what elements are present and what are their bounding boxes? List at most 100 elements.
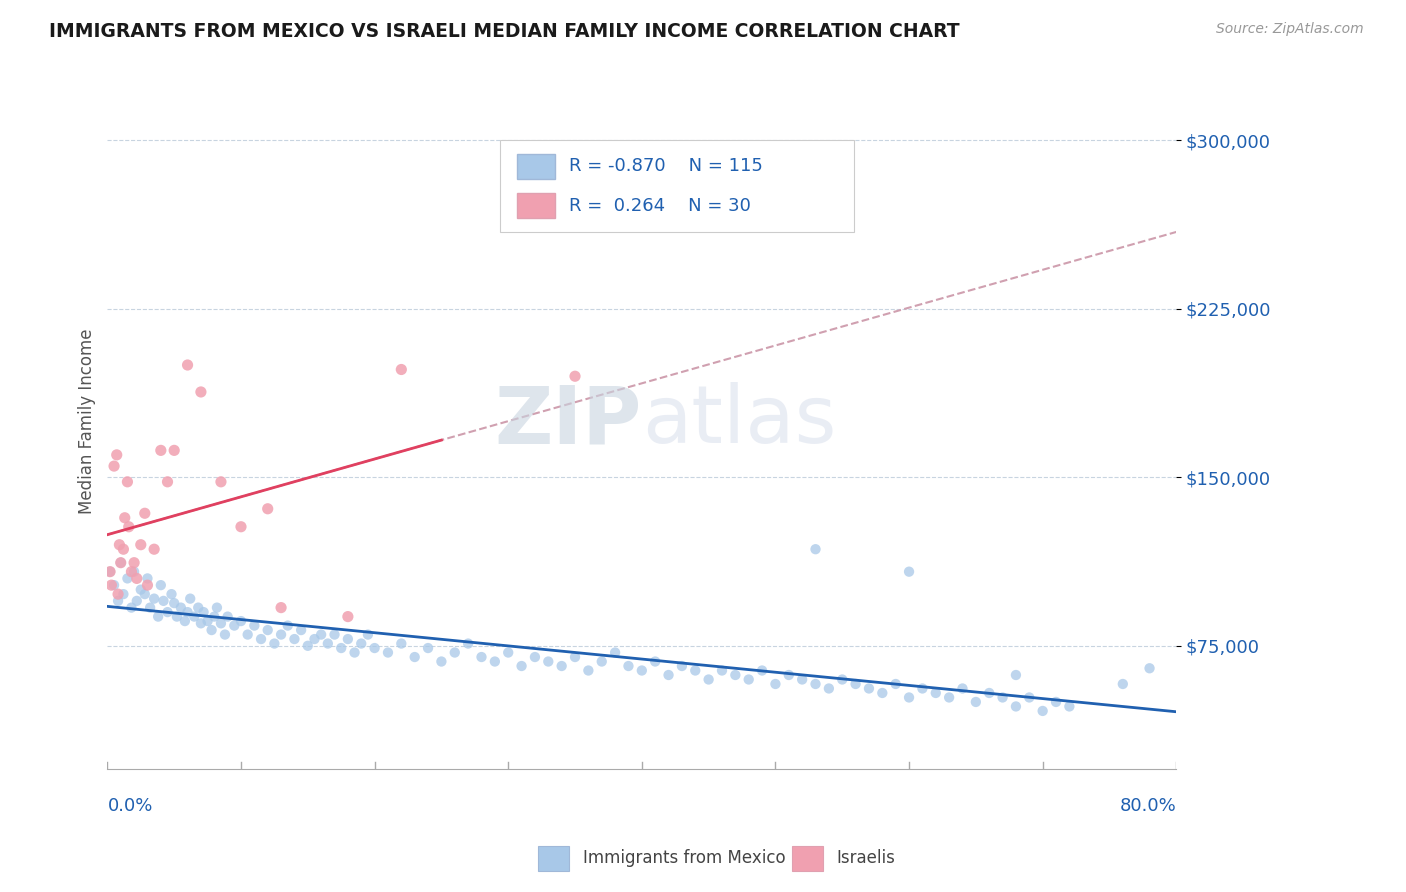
Point — [591, 655, 613, 669]
Point — [416, 641, 439, 656]
Point — [363, 641, 385, 656]
Point — [898, 690, 921, 705]
Point — [139, 600, 162, 615]
Point — [143, 591, 166, 606]
Point — [323, 627, 346, 641]
Point — [537, 655, 560, 669]
Point — [190, 616, 212, 631]
Point — [576, 664, 599, 678]
Point — [163, 443, 186, 458]
Point — [183, 609, 205, 624]
Point — [738, 673, 761, 687]
Point — [110, 556, 132, 570]
Point — [100, 578, 122, 592]
Point — [176, 358, 198, 372]
Point — [209, 616, 232, 631]
Point — [858, 681, 880, 696]
Point — [103, 459, 125, 474]
Point — [496, 646, 519, 660]
Point — [112, 587, 135, 601]
Point — [110, 556, 132, 570]
Point — [1005, 668, 1028, 682]
Point — [263, 636, 285, 650]
Point — [1018, 690, 1040, 705]
Point — [952, 681, 974, 696]
Point — [845, 677, 868, 691]
Point — [470, 650, 492, 665]
Point — [179, 591, 201, 606]
Point — [336, 632, 359, 646]
Point — [644, 655, 666, 669]
Point — [112, 542, 135, 557]
Text: R =  0.264    N = 30: R = 0.264 N = 30 — [569, 196, 751, 215]
Point — [122, 556, 145, 570]
Point — [160, 587, 183, 601]
Point — [357, 627, 380, 641]
Point — [197, 614, 219, 628]
Point — [166, 609, 188, 624]
Point — [697, 673, 720, 687]
Point — [304, 632, 326, 646]
Point — [125, 571, 148, 585]
Point — [156, 475, 179, 489]
Point — [484, 655, 506, 669]
Point — [564, 369, 586, 384]
Point — [108, 538, 131, 552]
Point — [152, 594, 174, 608]
Point — [103, 578, 125, 592]
Point — [711, 664, 734, 678]
Point — [443, 646, 465, 660]
Point — [991, 690, 1014, 705]
Point — [217, 609, 239, 624]
Point — [671, 659, 693, 673]
Point — [884, 677, 907, 691]
Point — [1032, 704, 1054, 718]
Point — [256, 623, 278, 637]
Point — [1045, 695, 1067, 709]
Point — [134, 506, 156, 520]
Point — [751, 664, 773, 678]
Point — [911, 681, 934, 696]
Point — [202, 609, 225, 624]
Point — [209, 475, 232, 489]
Point — [724, 668, 747, 682]
Point — [143, 542, 166, 557]
Point — [617, 659, 640, 673]
Point — [350, 636, 373, 650]
Point — [630, 664, 652, 678]
Point — [236, 627, 259, 641]
Text: IMMIGRANTS FROM MEXICO VS ISRAELI MEDIAN FAMILY INCOME CORRELATION CHART: IMMIGRANTS FROM MEXICO VS ISRAELI MEDIAN… — [49, 22, 960, 41]
Point — [1005, 699, 1028, 714]
Point — [120, 600, 142, 615]
Point — [430, 655, 453, 669]
Point — [122, 565, 145, 579]
Point — [205, 600, 228, 615]
Point — [149, 443, 172, 458]
Point — [250, 632, 273, 646]
Point — [129, 582, 152, 597]
Point — [118, 520, 141, 534]
Point — [457, 636, 479, 650]
Point — [389, 636, 412, 650]
Point — [187, 600, 209, 615]
Point — [149, 578, 172, 592]
Point — [804, 677, 827, 691]
Point — [136, 571, 159, 585]
Point — [229, 520, 252, 534]
Point — [404, 650, 426, 665]
Point — [129, 538, 152, 552]
Point — [170, 600, 193, 615]
Point — [1139, 661, 1161, 675]
Point — [804, 542, 827, 557]
Point — [965, 695, 987, 709]
Text: 80.0%: 80.0% — [1119, 797, 1177, 815]
Point — [256, 501, 278, 516]
Point — [898, 565, 921, 579]
Text: ZIP: ZIP — [495, 382, 641, 460]
Point — [107, 587, 129, 601]
Point — [98, 565, 121, 579]
Point — [297, 639, 319, 653]
Point — [1059, 699, 1081, 714]
Point — [685, 664, 707, 678]
Point — [872, 686, 894, 700]
